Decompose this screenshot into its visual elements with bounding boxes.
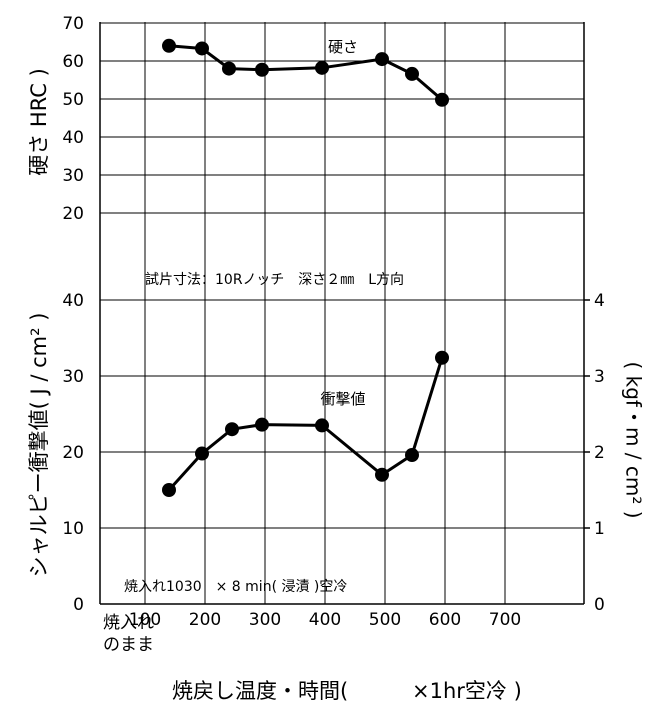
x-tick-label-600: 600: [429, 610, 461, 630]
y-tick-label-impact-10: 10: [62, 519, 84, 539]
x-first-label-line1: 焼入れ: [103, 613, 154, 633]
y-tick-label-right-1: 1: [594, 519, 605, 539]
y-tick-label-right-0: 0: [594, 595, 605, 615]
x-axis-label-part1: 焼戻し温度・時間(: [172, 679, 348, 702]
data-point-impact-6: [405, 448, 419, 463]
data-point-impact-4: [315, 418, 329, 433]
y-tick-label-right-2: 2: [594, 443, 605, 463]
x-tick-label-100: 100: [129, 610, 161, 630]
series-line-hardness: [168, 44, 443, 101]
data-point-hardness-3: [255, 62, 269, 77]
data-point-impact-1: [195, 446, 209, 461]
x-tick-label-200: 200: [189, 610, 221, 630]
data-point-hardness-5: [375, 52, 389, 67]
data-point-hardness-6: [405, 66, 419, 81]
x-axis-label-part2: ×1hr空冷 ): [412, 679, 522, 702]
plot-frame: [99, 22, 585, 605]
x-tick-label-400: 400: [309, 610, 341, 630]
y-tick-label-hardness-60: 60: [62, 52, 84, 72]
y-axis-label-impact: シャルピー衝撃値( J / cm² ): [27, 312, 51, 578]
data-point-hardness-1: [195, 41, 209, 56]
y-tick-label-impact-30: 30: [62, 367, 84, 387]
y-tick-label-hardness-70: 70: [62, 14, 84, 34]
y-tick-label-right-4: 4: [594, 291, 605, 311]
x-first-label-line2: のまま: [103, 635, 154, 655]
series-label-hardness: 硬さ: [328, 38, 358, 56]
data-point-impact-2: [225, 422, 239, 437]
x-tick-label-500: 500: [369, 610, 401, 630]
data-point-hardness-7: [435, 92, 449, 107]
axis-ticks: 100 200 300 400 500 600 7002030405060700102030…: [62, 14, 604, 630]
data-point-impact-3: [255, 417, 269, 432]
y-tick-label-hardness-20: 20: [62, 204, 84, 224]
series-label-impact: 衝撃値: [320, 390, 365, 408]
x-tick-label-300: 300: [249, 610, 281, 630]
data-point-impact-7: [435, 350, 449, 365]
data-point-impact-0: [162, 483, 176, 497]
annotation-specimen: 試片寸法：10Rノッチ 深さ２㎜ L方向: [145, 272, 404, 288]
series-line-impact: [167, 357, 444, 492]
data-point-hardness-2: [222, 61, 236, 76]
annotation-quench: 焼入れ1030 × 8 min( 浸漬 )空冷: [124, 579, 347, 595]
y-tick-label-impact-0: 0: [73, 595, 84, 615]
y-tick-label-right-3: 3: [594, 367, 605, 387]
y-tick-label-impact-20: 20: [62, 443, 84, 463]
data-point-hardness-0: [162, 38, 176, 53]
data-point-hardness-4: [315, 60, 329, 75]
y-axis-label-hardness: 硬さ HRC ): [27, 68, 51, 176]
y-axis-label-impact-right: ( kgf・m / cm² ): [621, 361, 646, 519]
y-tick-label-hardness-30: 30: [62, 166, 84, 186]
y-tick-label-hardness-40: 40: [62, 128, 84, 148]
data-point-impact-5: [375, 467, 389, 482]
x-tick-label-700: 700: [489, 610, 521, 630]
y-tick-label-impact-40: 40: [62, 291, 84, 311]
series-layer: [162, 38, 449, 497]
grid-lines: [100, 22, 584, 604]
y-tick-label-hardness-50: 50: [62, 90, 84, 110]
